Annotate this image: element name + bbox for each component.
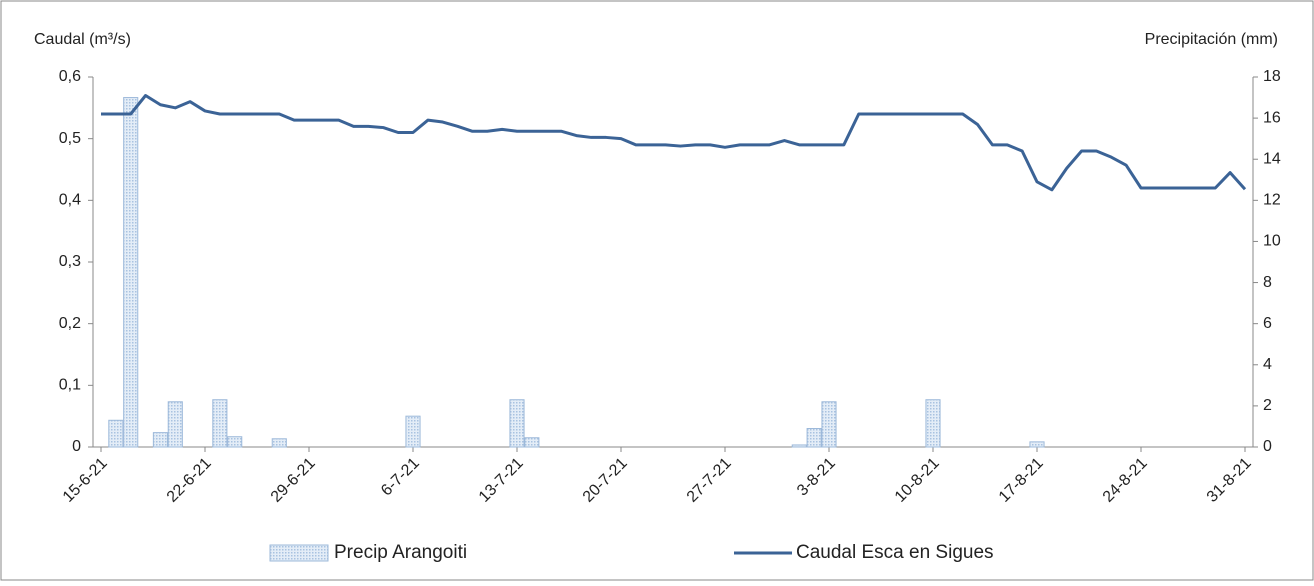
bar: [806, 428, 822, 448]
legend-swatch: [269, 544, 329, 562]
legend-label: Caudal Esca en Sigues: [796, 542, 994, 563]
y-tick-label: 0,2: [59, 315, 81, 332]
bar: [925, 399, 941, 448]
bar: [152, 432, 168, 448]
bar: [271, 438, 287, 448]
bar: [167, 401, 183, 448]
bar: [227, 436, 243, 448]
y2-tick-label: 0: [1263, 438, 1272, 455]
line: [101, 94, 1247, 192]
y-axis-title: Caudal (m³/s): [34, 31, 131, 48]
y-tick-label: 0,5: [59, 130, 81, 147]
bar: [123, 97, 139, 448]
y2-tick-label: 2: [1263, 397, 1272, 414]
bar: [108, 419, 124, 448]
y-tick-label: 0: [72, 438, 81, 455]
y2-tick-label: 8: [1263, 274, 1272, 291]
y-tick-label: 0,3: [59, 253, 81, 270]
bar: [524, 437, 540, 448]
y2-tick-label: 6: [1263, 315, 1272, 332]
bar: [405, 415, 421, 448]
bar: [509, 399, 525, 448]
y2-tick-label: 16: [1263, 109, 1281, 126]
y-tick-label: 0,1: [59, 377, 81, 394]
y2-tick-label: 18: [1263, 68, 1281, 85]
y2-tick-label: 12: [1263, 192, 1281, 209]
bar: [1029, 441, 1045, 448]
y2-tick-label: 14: [1263, 150, 1281, 167]
bar: [791, 444, 807, 448]
bar: [212, 399, 228, 448]
y2-tick-label: 4: [1263, 356, 1272, 373]
y-tick-label: 0,4: [59, 192, 81, 209]
legend-label: Precip Arangoiti: [334, 542, 467, 563]
y2-axis-title: Precipitación (mm): [1145, 31, 1278, 48]
bar: [821, 401, 837, 448]
y-tick-label: 0,6: [59, 68, 81, 85]
y2-tick-label: 10: [1263, 233, 1281, 250]
